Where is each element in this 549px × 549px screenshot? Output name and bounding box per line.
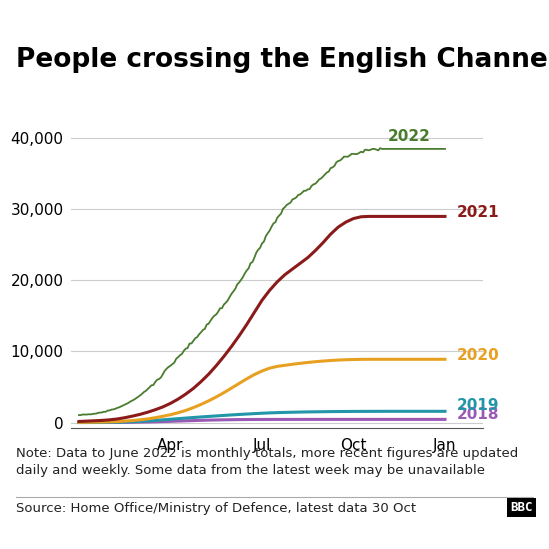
Text: 2022: 2022 bbox=[388, 130, 430, 144]
Text: Source: Home Office/Ministry of Defence, latest data 30 Oct: Source: Home Office/Ministry of Defence,… bbox=[16, 502, 417, 516]
Text: 2021: 2021 bbox=[456, 205, 499, 220]
Text: 2018: 2018 bbox=[456, 407, 499, 422]
Text: People crossing the English Channel in boats: People crossing the English Channel in b… bbox=[16, 47, 549, 72]
Text: BBC: BBC bbox=[510, 501, 533, 514]
Text: 2020: 2020 bbox=[456, 348, 499, 362]
Text: 2019: 2019 bbox=[456, 399, 499, 413]
Text: Note: Data to June 2022 is monthly totals, more recent figures are updated
daily: Note: Data to June 2022 is monthly total… bbox=[16, 447, 519, 478]
